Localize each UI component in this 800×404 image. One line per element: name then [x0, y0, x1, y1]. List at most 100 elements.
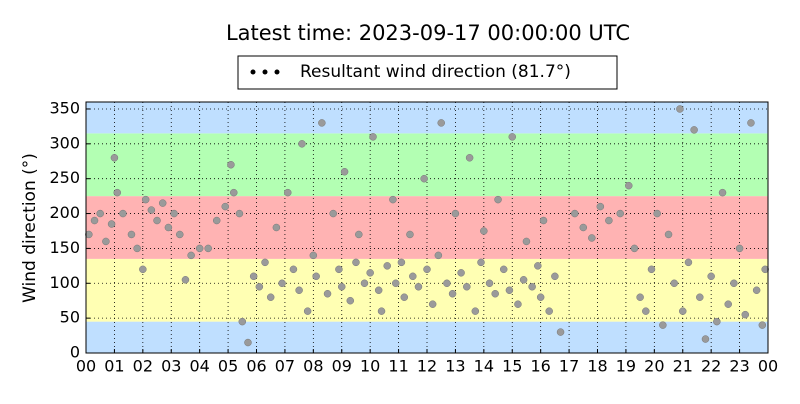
data-point: [647, 265, 656, 274]
y-tick-label: 0: [70, 343, 80, 362]
data-point: [335, 265, 343, 274]
data-point: [522, 237, 531, 246]
data-point: [696, 293, 704, 301]
data-point: [571, 209, 579, 218]
x-tick-label: 23: [729, 357, 749, 376]
data-point: [107, 220, 116, 228]
data-point: [204, 244, 212, 253]
data-point: [752, 286, 761, 294]
data-point: [724, 300, 732, 308]
data-point: [139, 265, 147, 274]
data-point: [272, 223, 281, 232]
data-point: [389, 195, 397, 204]
data-point: [676, 105, 684, 113]
data-point: [119, 209, 127, 218]
data-point: [508, 133, 516, 141]
data-point: [505, 286, 514, 294]
data-point: [670, 279, 678, 288]
legend-marker: [274, 69, 280, 75]
data-point: [758, 321, 767, 329]
data-point: [409, 272, 417, 281]
data-point: [596, 202, 605, 211]
data-point: [102, 237, 110, 246]
data-point: [480, 227, 488, 235]
data-point: [477, 258, 485, 267]
data-point: [338, 283, 346, 291]
data-point: [127, 230, 136, 239]
data-point: [434, 251, 443, 260]
data-point: [113, 188, 122, 197]
legend-box: [237, 55, 618, 90]
data-point: [355, 230, 363, 239]
x-tick-label: 05: [218, 357, 238, 376]
data-point: [110, 154, 119, 162]
y-tick-label: 50: [60, 308, 80, 327]
data-point: [400, 293, 409, 301]
data-point: [212, 216, 221, 225]
data-point: [741, 310, 750, 319]
data-point: [605, 216, 613, 225]
band: [86, 196, 768, 259]
data-point: [244, 338, 252, 347]
data-point: [158, 199, 167, 207]
data-point: [448, 289, 457, 298]
x-tick-label: 22: [701, 357, 721, 376]
data-point: [133, 244, 141, 253]
x-tick-label: 20: [644, 357, 664, 376]
x-tick-label: 00: [758, 357, 778, 376]
data-point: [261, 258, 269, 267]
data-point: [437, 119, 445, 127]
data-point: [471, 307, 480, 315]
data-point: [96, 209, 104, 218]
data-point: [187, 251, 195, 260]
x-tick-label: 01: [104, 357, 124, 376]
data-point: [284, 188, 292, 197]
data-point: [312, 272, 320, 281]
data-point: [374, 286, 383, 294]
data-point: [352, 258, 360, 267]
data-point: [235, 209, 244, 218]
data-point: [443, 279, 451, 288]
data-point: [588, 234, 596, 242]
data-point: [653, 209, 661, 218]
data-point: [579, 223, 588, 232]
data-point: [249, 272, 258, 281]
y-tick-label: 100: [49, 273, 80, 292]
data-point: [423, 265, 431, 274]
data-point: [164, 223, 173, 232]
x-tick-label: 02: [133, 357, 153, 376]
x-tick-label: 08: [303, 357, 323, 376]
data-point: [713, 317, 721, 326]
data-point: [255, 283, 264, 291]
x-tick-label: 07: [275, 357, 295, 376]
x-tick-label: 10: [360, 357, 380, 376]
data-point: [391, 279, 400, 288]
data-point: [659, 321, 667, 329]
y-tick-label: 150: [49, 238, 80, 257]
data-point: [397, 258, 406, 267]
data-point: [519, 276, 528, 284]
data-point: [690, 126, 698, 134]
data-point: [451, 209, 460, 218]
data-point: [701, 335, 710, 343]
data-point: [718, 188, 727, 197]
data-point: [642, 307, 650, 315]
x-tick-label: 14: [474, 357, 494, 376]
x-tick-label: 15: [502, 357, 522, 376]
data-point: [534, 262, 542, 270]
data-point: [170, 209, 178, 218]
data-point: [360, 279, 369, 288]
data-point: [494, 195, 502, 204]
data-point: [383, 262, 391, 270]
data-point: [340, 167, 349, 176]
data-point: [238, 317, 247, 326]
data-point: [457, 269, 465, 277]
data-point: [346, 296, 355, 305]
data-point: [684, 258, 693, 267]
data-point: [539, 216, 548, 225]
data-point: [664, 230, 673, 239]
data-point: [266, 293, 275, 301]
data-point: [499, 265, 508, 274]
y-tick-label: 350: [49, 98, 80, 117]
